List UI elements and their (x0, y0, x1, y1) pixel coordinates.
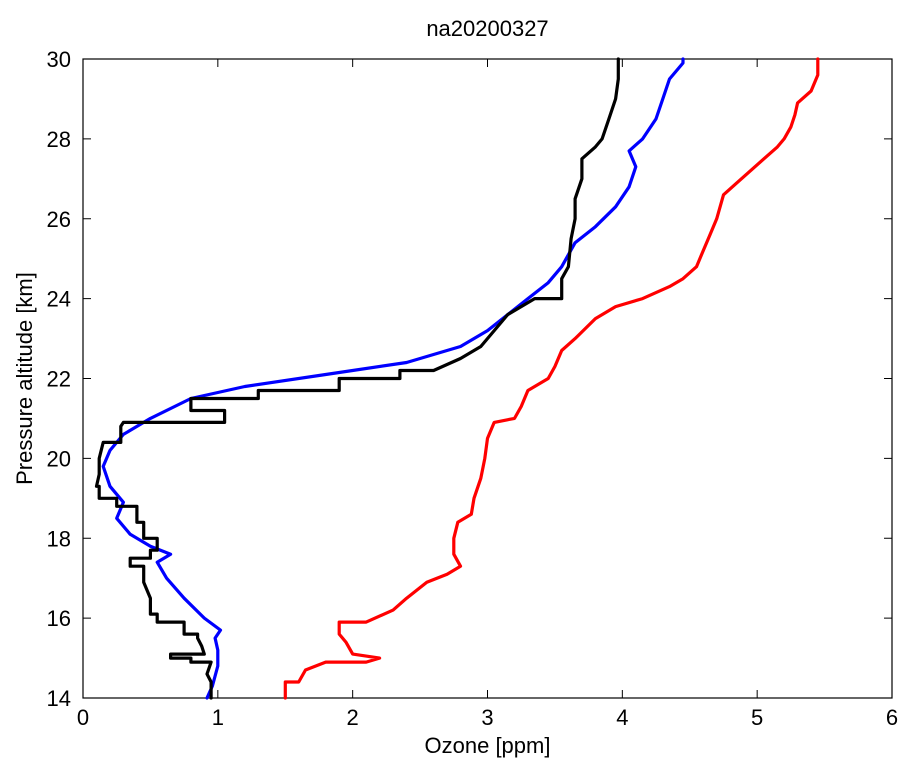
y-axis-title: Pressure altitude [km] (12, 272, 37, 485)
x-tick-label: 0 (77, 705, 89, 730)
chart-title: na20200327 (426, 16, 548, 41)
x-axis-title: Ozone [ppm] (425, 733, 551, 758)
y-axis-ticks: 14 16 18 20 22 24 26 28 30 (47, 47, 892, 711)
y-tick-label: 28 (47, 127, 71, 152)
blue-ozone-profile-line (101, 57, 685, 700)
x-axis-ticks: 0 1 2 3 4 5 6 (77, 59, 898, 730)
y-tick-label: 18 (47, 526, 71, 551)
y-tick-label: 22 (47, 367, 71, 392)
x-tick-label: 4 (616, 705, 628, 730)
y-tick-label: 24 (47, 287, 71, 312)
y-tick-label: 14 (47, 686, 71, 711)
x-tick-label: 2 (347, 705, 359, 730)
y-tick-label: 30 (47, 47, 71, 72)
y-tick-label: 20 (47, 446, 71, 471)
x-tick-label: 1 (212, 705, 224, 730)
black-ozone-profile-line (94, 57, 620, 700)
x-tick-label: 3 (481, 705, 493, 730)
y-tick-label: 26 (47, 207, 71, 232)
x-tick-label: 6 (886, 705, 898, 730)
red-ozone-profile-line (283, 57, 820, 700)
series-layer (94, 57, 820, 700)
x-tick-label: 5 (751, 705, 763, 730)
y-tick-label: 16 (47, 606, 71, 631)
